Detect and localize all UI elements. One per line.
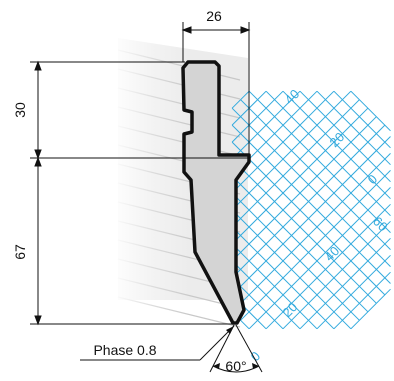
lower-height-label: 67 [12,244,28,260]
grid-line [333,271,391,330]
grid-line [282,220,391,330]
measurement-grid [231,90,391,330]
grid-line [231,124,391,284]
tip-phase-label: Phase 0.8 [93,342,156,358]
grid-line [231,153,391,313]
grid-line [299,237,391,330]
grid-label-right-40: 40 [322,243,343,264]
grid-line [231,158,377,304]
grid-line [333,90,391,149]
grid-line [265,90,391,217]
grid-line [248,90,391,233]
grid-line [231,192,360,321]
grid-line [231,260,301,330]
grid-line [350,288,391,330]
height-dimensions [34,60,42,326]
tip-angle-label: 60° [225,358,246,374]
grid-line [350,90,391,132]
grid-label-upper-0: 0 [365,171,381,187]
top-width-dimension [181,22,251,155]
grid-line [231,116,377,262]
grid-label-upper-40: 40 [282,86,303,107]
grid-line [282,90,391,200]
grid-line [240,170,391,321]
grid-line [316,254,391,330]
grid-line [240,99,391,250]
grid-label-right-20: 20 [280,299,301,320]
top-width-label: 26 [206,8,222,24]
grid-line [299,90,391,183]
reference-lines [30,61,250,325]
grid-line [316,90,391,166]
upper-height-label: 30 [12,102,28,118]
grid-line [231,175,369,313]
punch-profile [181,60,251,325]
grid-line [231,209,352,330]
grid-line [231,107,391,267]
grid-line [231,243,318,330]
grid-label-right-60: 60 [370,214,391,235]
grid-line [265,203,391,330]
grid-line [231,136,391,296]
grid-line [231,99,360,228]
tip-angle-arrows [213,326,259,369]
grid-line [248,187,391,330]
